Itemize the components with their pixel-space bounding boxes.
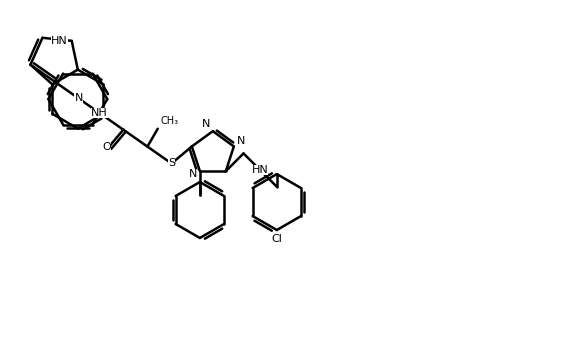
Text: S: S bbox=[168, 158, 175, 168]
Text: Cl: Cl bbox=[271, 233, 282, 243]
Text: N: N bbox=[75, 93, 83, 103]
Text: HN: HN bbox=[251, 165, 269, 175]
Text: HN: HN bbox=[51, 36, 68, 46]
Text: O: O bbox=[102, 141, 110, 151]
Text: NH: NH bbox=[91, 108, 108, 118]
Text: CH₃: CH₃ bbox=[160, 116, 179, 126]
Text: N: N bbox=[189, 169, 197, 179]
Text: N: N bbox=[237, 136, 245, 146]
Text: N: N bbox=[202, 120, 210, 129]
